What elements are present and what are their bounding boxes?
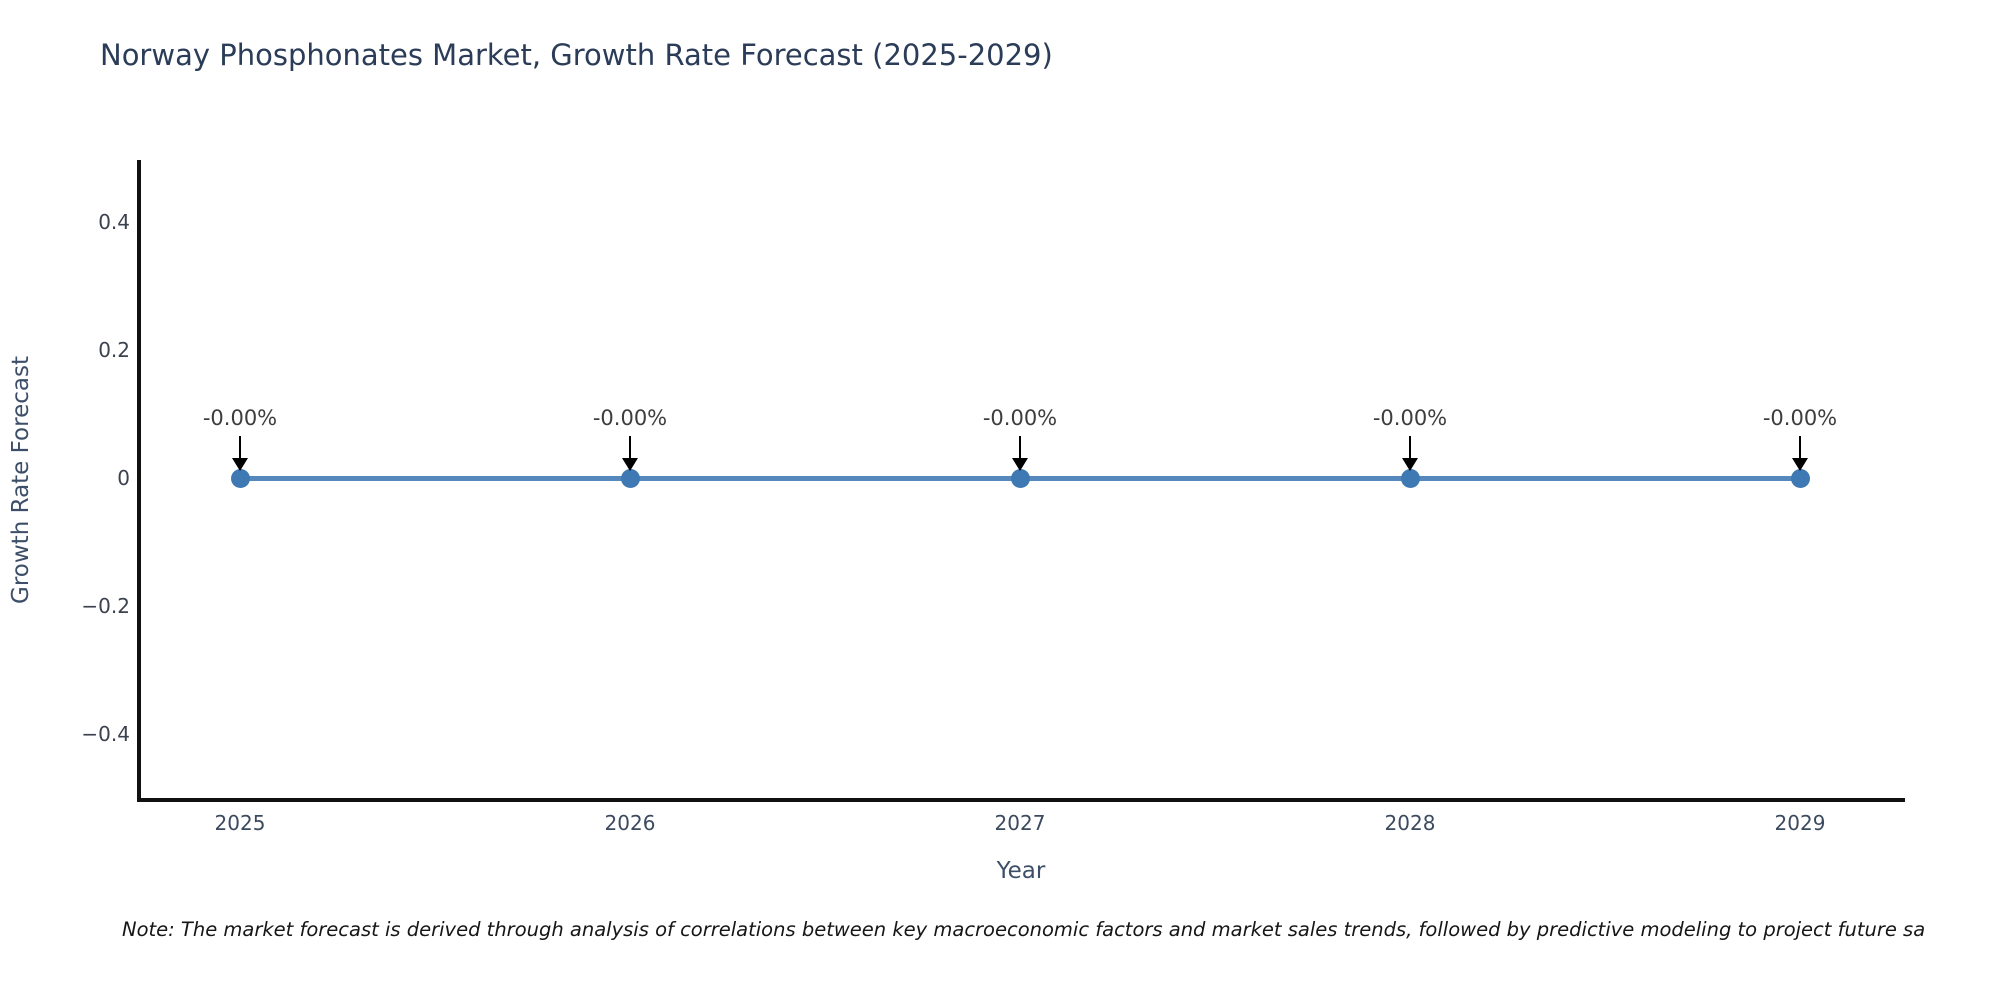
annotation-arrow-shaft	[1019, 436, 1021, 460]
chart-title: Norway Phosphonates Market, Growth Rate …	[100, 38, 1053, 72]
data-point-marker	[1790, 468, 1810, 488]
y-tick-label: −0.2	[81, 594, 130, 618]
y-tick-label: −0.4	[81, 722, 130, 746]
annotation-arrow-head	[622, 458, 638, 471]
x-axis-line	[137, 798, 1905, 802]
y-tick-label: 0.2	[98, 338, 130, 362]
x-tick-label: 2028	[1384, 811, 1436, 835]
annotation-label: -0.00%	[1762, 406, 1838, 430]
y-axis-line	[137, 160, 141, 802]
annotation-label: -0.00%	[982, 406, 1058, 430]
annotation-arrow-shaft	[239, 436, 241, 460]
x-tick-label: 2027	[994, 811, 1046, 835]
annotation-arrow-head	[1792, 458, 1808, 471]
annotation-arrow-head	[1012, 458, 1028, 471]
data-point-marker	[230, 468, 250, 488]
data-point-marker	[620, 468, 640, 488]
annotation-label: -0.00%	[202, 406, 278, 430]
annotation-arrow-shaft	[1409, 436, 1411, 460]
footnote: Note: The market forecast is derived thr…	[122, 918, 1926, 941]
x-tick-label: 2029	[1774, 811, 1826, 835]
y-tick-label: 0.4	[98, 210, 130, 234]
data-point-marker	[1010, 468, 1030, 488]
x-axis-title: Year	[996, 858, 1046, 884]
annotation-arrow-head	[232, 458, 248, 471]
annotation-arrow-head	[1402, 458, 1418, 471]
annotation-label: -0.00%	[592, 406, 668, 430]
data-point-marker	[1400, 468, 1420, 488]
annotation-arrow-shaft	[629, 436, 631, 460]
x-tick-label: 2025	[214, 811, 266, 835]
annotation-label: -0.00%	[1372, 406, 1448, 430]
x-tick-label: 2026	[604, 811, 656, 835]
y-tick-label: 0	[117, 466, 130, 490]
annotation-arrow-shaft	[1799, 436, 1801, 460]
